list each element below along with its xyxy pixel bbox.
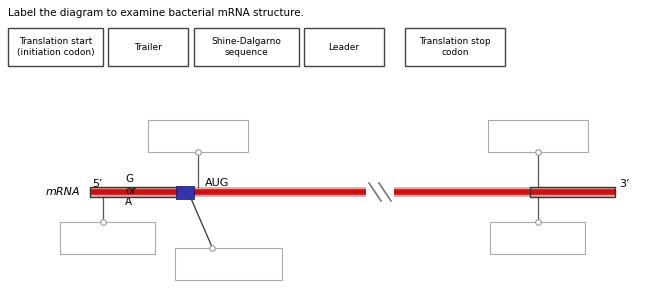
Text: Label the diagram to examine bacterial mRNA structure.: Label the diagram to examine bacterial m… [8, 8, 304, 18]
Bar [490, 222, 585, 254]
Bar [530, 187, 615, 197]
Bar [488, 120, 588, 152]
Bar [194, 28, 299, 66]
Text: Translation stop
codon: Translation stop codon [419, 37, 491, 57]
Text: Trailer: Trailer [134, 43, 162, 52]
Bar [405, 28, 505, 66]
Text: mRNA: mRNA [45, 187, 80, 197]
Text: G
or
A: G or A [125, 174, 136, 207]
Text: 3’: 3’ [619, 179, 630, 189]
Text: Shine-Dalgarno
sequence: Shine-Dalgarno sequence [212, 37, 281, 57]
Bar [175, 248, 282, 280]
Text: AUG: AUG [205, 178, 230, 188]
Bar [8, 28, 103, 66]
Bar [108, 28, 188, 66]
Bar [176, 185, 194, 198]
Bar [60, 222, 155, 254]
Bar [90, 187, 185, 197]
Text: Leader: Leader [329, 43, 360, 52]
Bar [304, 28, 384, 66]
Bar [148, 120, 248, 152]
Text: Translation start
(initiation codon): Translation start (initiation codon) [17, 37, 94, 57]
Text: 5’: 5’ [92, 179, 102, 189]
